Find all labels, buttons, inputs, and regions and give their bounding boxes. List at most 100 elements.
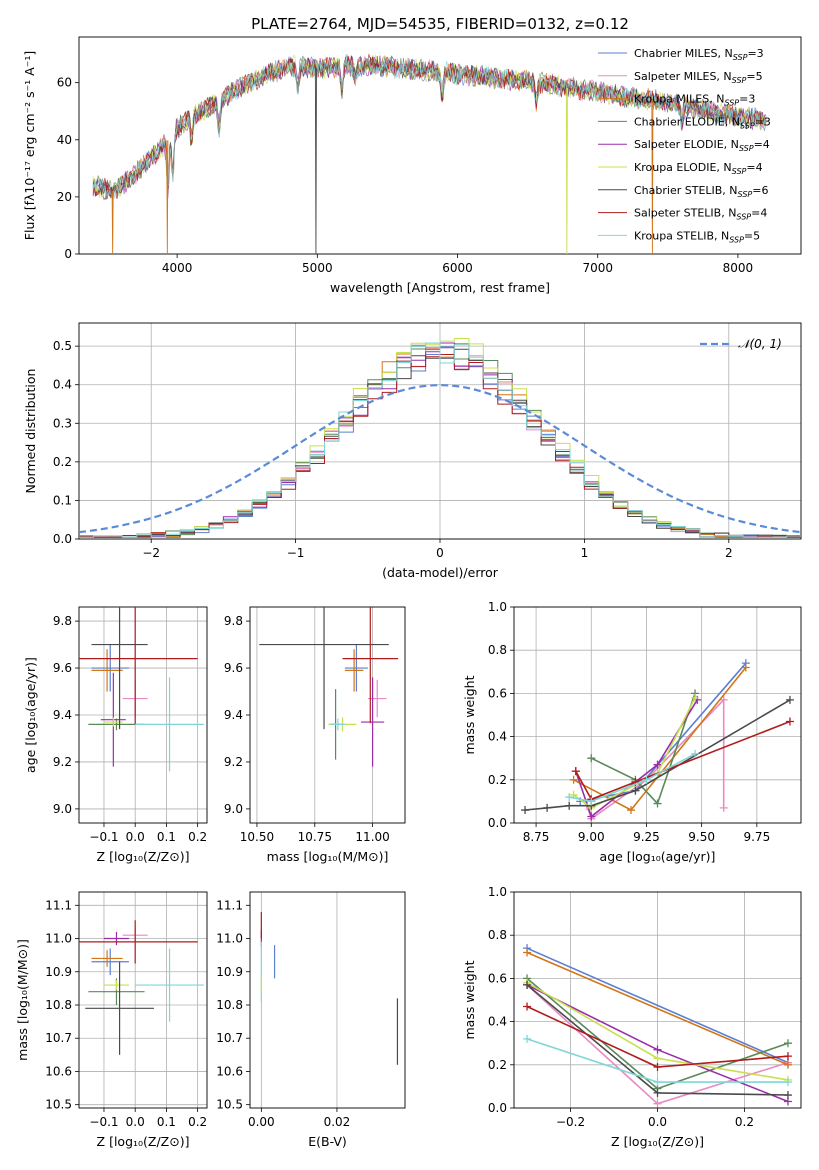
- x-tick-label: 0.0: [648, 1115, 667, 1129]
- legend-text: Chabrier MILES, N: [634, 47, 733, 60]
- weight-marker: [691, 749, 700, 758]
- y-axis-label: mass weight: [462, 960, 477, 1039]
- axes-frame: [78, 891, 208, 1109]
- weight-vs-Z-panel: −0.2 0.0 0.2 0.0 0.2 0.4 0.6 0.8 1.0 Z [log₁₀(Z/Z…: [462, 885, 802, 1149]
- mass-vs-ebv-panel: 0.00 0.02 10.5 10.6 10.7 10.8 10.9 11.0 11.1 E(B-…: [216, 891, 406, 1149]
- weight-marker: [691, 693, 700, 702]
- x-tick-label: 4000: [162, 261, 193, 275]
- weight-marker: [587, 812, 596, 821]
- legend-label: Kroupa MILES, NSSP=3: [634, 93, 755, 108]
- y-tick-label: 0.6: [488, 971, 507, 985]
- y-tick-label: 11.0: [216, 932, 243, 946]
- weight-series-kroupa-elodie: [573, 697, 696, 809]
- y-axis-label: Flux [fλ10⁻¹⁷ erg cm⁻² s⁻¹ A⁻¹]: [22, 51, 37, 240]
- x-axis-label: mass [log₁₀(M/M⊙)]: [267, 849, 389, 864]
- error-bars: [79, 920, 204, 1055]
- x-tick-label: 0.1: [157, 830, 176, 844]
- legend-value: =4: [746, 161, 762, 174]
- weight-marker: [523, 980, 532, 989]
- y-tick-label: 0.0: [53, 532, 72, 546]
- y-tick-label: 10.8: [45, 998, 72, 1012]
- weight-marker: [523, 948, 532, 957]
- weight-series-salpeter-stelib: [575, 720, 791, 801]
- spectrum-dropout: [166, 140, 169, 254]
- weight-marker: [587, 754, 596, 763]
- legend-subscript: SSP: [738, 190, 753, 199]
- legend-value: =4: [754, 138, 770, 151]
- x-tick-label: 9.50: [688, 830, 715, 844]
- histogram-lines: [79, 338, 801, 538]
- weight-marker: [587, 797, 596, 806]
- weight-marker: [653, 1062, 662, 1071]
- axes-frame: [513, 606, 802, 824]
- weight-marker: [653, 1099, 662, 1108]
- legend-label: 𝒩(0, 1): [738, 337, 782, 351]
- axes-frame: [249, 606, 406, 824]
- weight-marker: [653, 1045, 662, 1054]
- y-tick-label: 0.0: [488, 1101, 507, 1115]
- y-tick-label: 9.4: [224, 708, 243, 722]
- x-tick-label: 0.0: [126, 1115, 145, 1129]
- y-tick-label: 0.2: [53, 455, 72, 469]
- error-bars: [259, 607, 399, 767]
- x-tick-label: 0.1: [157, 1115, 176, 1129]
- x-tick-label: 0.00: [248, 1115, 275, 1129]
- weight-marker: [565, 793, 574, 802]
- legend-value: =3: [739, 93, 755, 106]
- x-tick-label: 0.2: [735, 1115, 754, 1129]
- x-axis-label: Z [log₁₀(Z/Z⊙)]: [611, 1134, 704, 1149]
- x-tick-label: 10.50: [240, 830, 274, 844]
- residuals-panel: −2 −1 0 1 2 0.0 0.1 0.2 0.3 0.4 0.5 (data-model)/er…: [23, 322, 802, 580]
- weight-marker: [653, 799, 662, 808]
- x-tick-label: −2: [142, 546, 160, 560]
- y-tick-label: 9.6: [224, 661, 243, 675]
- legend-value: =3: [747, 47, 763, 60]
- legend-text: Chabrier STELIB, N: [634, 184, 738, 197]
- weight-marker: [653, 1054, 662, 1063]
- y-tick-label: 10.9: [45, 965, 72, 979]
- y-tick-label: 10.7: [45, 1031, 72, 1045]
- x-tick-label: 0.02: [324, 1115, 351, 1129]
- weight-series-chabrier-miles: [580, 662, 747, 803]
- y-tick-label: 0.4: [488, 1015, 507, 1029]
- legend-subscript: SSP: [732, 167, 747, 176]
- weight-marker: [543, 803, 552, 812]
- y-tick-label: 10.9: [216, 965, 243, 979]
- legend-subscript: SSP: [729, 235, 744, 244]
- y-tick-label: 40: [57, 133, 72, 147]
- y-tick-label: 0.6: [488, 686, 507, 700]
- y-tick-label: 9.2: [53, 755, 72, 769]
- legend-text: Chabrier ELODIE, N: [634, 115, 740, 128]
- weight-series-kroupa-stelib: [569, 753, 696, 803]
- y-tick-label: 9.2: [224, 755, 243, 769]
- error-bars: [79, 607, 204, 772]
- hist-series-kroupa-stelib: [79, 342, 801, 538]
- y-tick-label: 0.8: [488, 928, 507, 942]
- weight-marker: [627, 806, 636, 815]
- weight-marker: [523, 1034, 532, 1043]
- y-tick-label: 0.4: [488, 730, 507, 744]
- x-tick-label: 2: [725, 546, 733, 560]
- y-tick-label: 0.2: [488, 773, 507, 787]
- y-tick-label: 0.0: [488, 816, 507, 830]
- weight-series-kroupa-miles: [573, 666, 747, 812]
- weight-marker: [785, 717, 794, 726]
- weight-series-chabrier-elodie: [590, 693, 696, 806]
- legend-text: Kroupa MILES, N: [634, 93, 724, 106]
- legend-subscript: SSP: [740, 121, 755, 130]
- weight-marker: [783, 1039, 792, 1048]
- legend-label: Kroupa ELODIE, NSSP=4: [634, 161, 763, 176]
- weight-vs-age-panel: 8.75 9.00 9.25 9.50 9.75 0.0 0.2 0.4 0.6 0.8 1.0 ag…: [462, 600, 802, 864]
- spectrum-series-chabrier-elodie: [92, 55, 767, 200]
- x-tick-label: 0.0: [126, 830, 145, 844]
- x-axis-label: Z [log₁₀(Z/Z⊙)]: [97, 849, 190, 864]
- legend-label: Chabrier STELIB, NSSP=6: [634, 184, 768, 199]
- legend-subscript: SSP: [724, 99, 739, 108]
- legend-label: Chabrier MILES, NSSP=3: [634, 47, 764, 62]
- y-tick-label: 11.1: [45, 898, 72, 912]
- y-tick-label: 9.4: [53, 708, 72, 722]
- weight-series-chabrier-miles: [526, 947, 789, 1064]
- x-tick-label: −0.1: [89, 830, 118, 844]
